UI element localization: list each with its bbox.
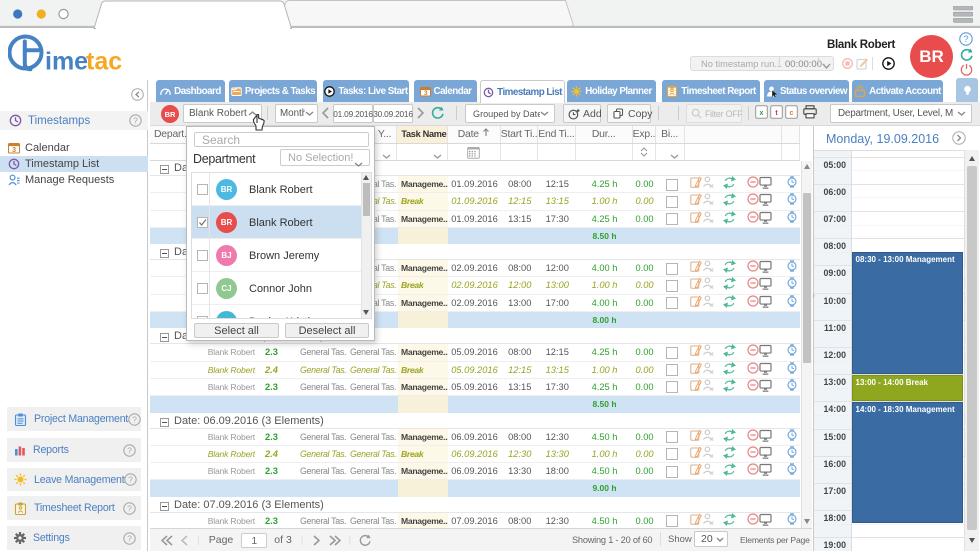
svg-text:tac: tac [86,48,122,76]
svg-text:?: ? [127,445,132,455]
svg-text:?: ? [127,533,132,543]
svg-text:x: x [760,110,764,117]
svg-text:c: c [790,110,794,117]
svg-text:ime: ime [45,48,88,76]
svg-text:t: t [775,110,778,117]
svg-text:?: ? [132,414,137,424]
svg-text:?: ? [963,34,968,44]
svg-text:?: ? [129,474,134,484]
svg-text:?: ? [127,503,132,513]
svg-text:3: 3 [12,147,16,154]
svg-text:?: ? [133,115,138,125]
svg-text:3: 3 [424,90,428,97]
